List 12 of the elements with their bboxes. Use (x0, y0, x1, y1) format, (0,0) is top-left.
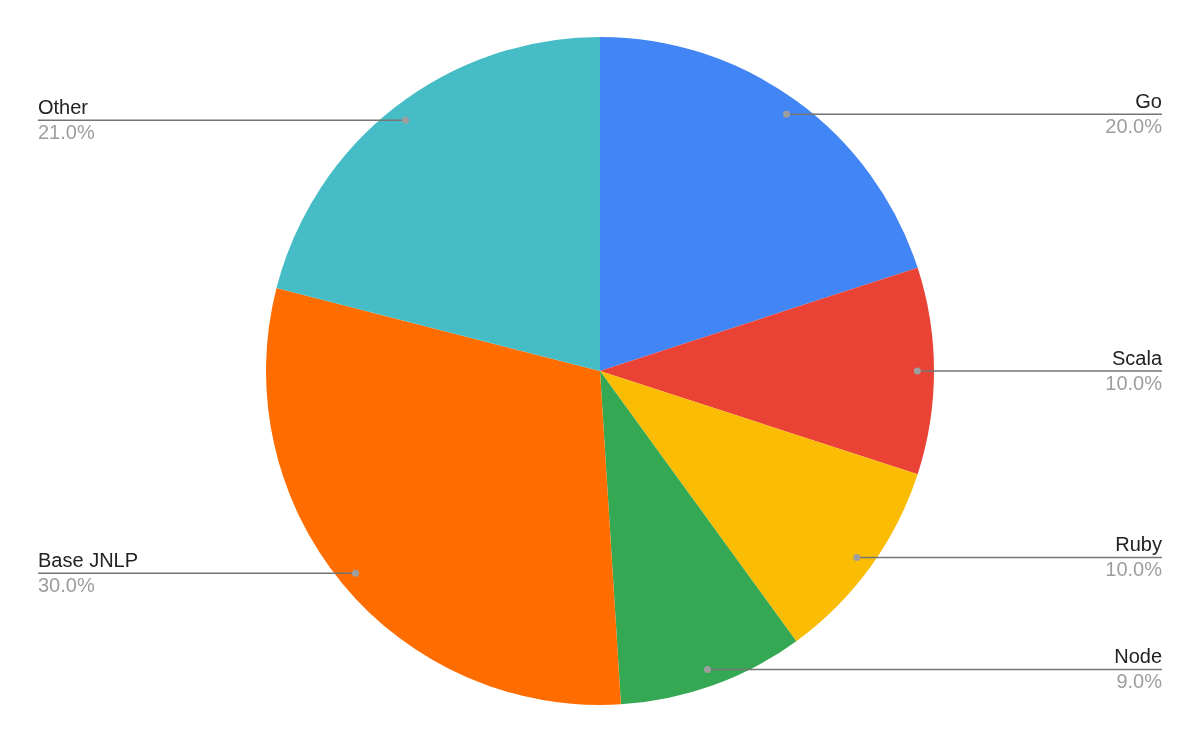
data-label: 9.0% (1116, 670, 1163, 693)
data-label: 30.0% (38, 573, 95, 596)
data-label: 21.0% (38, 120, 95, 143)
slice-label: Node (1114, 645, 1162, 668)
data-label: 20.0% (1105, 114, 1163, 137)
data-label: 10.0% (1105, 558, 1163, 581)
data-label: 10.0% (1105, 371, 1163, 394)
slice-label: Base JNLP (38, 548, 139, 571)
slice-label: Other (38, 95, 89, 118)
slice-label: Scala (1111, 346, 1163, 369)
slice-label: Ruby (1115, 533, 1162, 556)
slice-label: Go (1135, 89, 1162, 112)
